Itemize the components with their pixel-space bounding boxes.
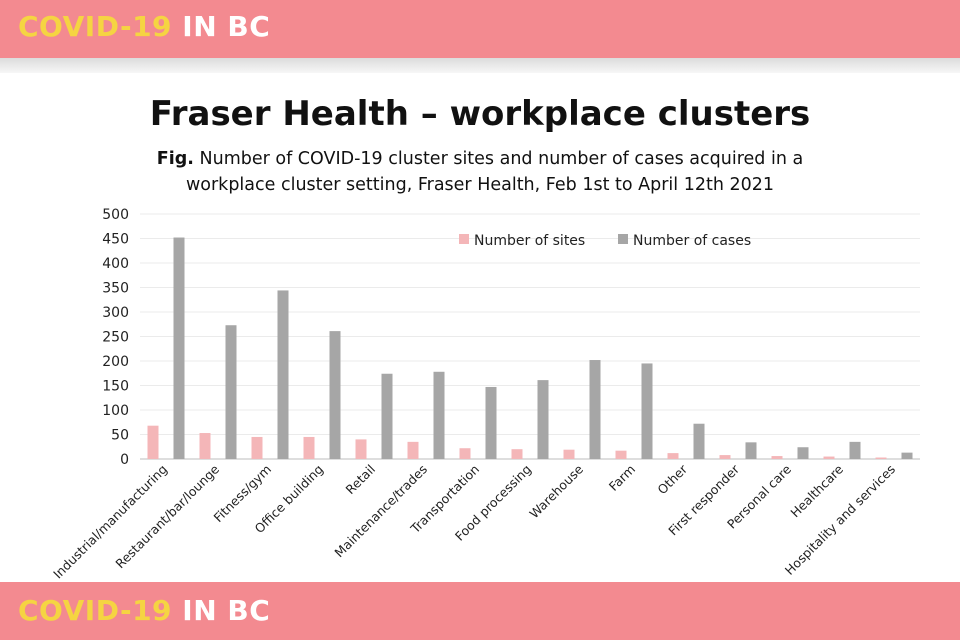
subtitle-text: Number of COVID-19 cluster sites and num…: [185, 149, 804, 195]
bar-cases: [277, 290, 289, 459]
x-tick-label: Maintenance/trades: [331, 462, 430, 561]
bar-cases: [433, 371, 445, 459]
x-tick-label: Restaurant/bar/lounge: [112, 461, 222, 571]
bar-cases: [589, 360, 601, 459]
brand-logo: COVID-19 IN BC: [18, 10, 271, 43]
y-tick-label: 350: [102, 281, 129, 297]
bar-sites: [563, 449, 575, 459]
y-tick-label: 400: [102, 256, 129, 272]
bar-sites: [823, 456, 835, 459]
y-tick-label: 250: [102, 330, 129, 346]
y-tick-label: 200: [102, 354, 129, 370]
bar-sites: [459, 448, 471, 459]
legend-swatch: [618, 234, 628, 244]
bar-cases: [693, 423, 705, 459]
bar-sites: [875, 457, 887, 459]
legend-label: Number of cases: [633, 233, 751, 249]
bar-cases: [797, 447, 809, 459]
bar-sites: [303, 436, 315, 459]
bar-cases: [641, 363, 653, 459]
bar-cases: [225, 325, 237, 459]
x-tick-label: Warehouse: [526, 461, 586, 521]
banner-shadow: [0, 58, 960, 73]
bar-sites: [511, 449, 523, 459]
y-tick-label: 150: [102, 379, 129, 395]
bar-sites: [407, 441, 419, 459]
y-tick-label: 50: [111, 428, 129, 444]
bar-cases: [745, 442, 757, 459]
bar-sites: [147, 425, 159, 459]
x-tick-label: Hospitality and services: [782, 462, 898, 578]
brand-logo-footer: COVID-19 IN BC: [18, 594, 271, 627]
bar-cases: [173, 237, 185, 459]
bar-cases: [485, 386, 497, 459]
bar-sites: [199, 433, 211, 459]
x-tick-label: Retail: [343, 462, 379, 498]
bottom-banner: COVID-19 IN BC: [0, 582, 960, 640]
x-tick-label: Other: [654, 461, 690, 497]
legend-label: Number of sites: [474, 233, 585, 249]
bar-cases: [329, 331, 341, 459]
bar-sites: [771, 456, 783, 459]
page-title: Fraser Health – workplace clusters: [149, 94, 811, 134]
bar-sites: [355, 439, 367, 459]
y-tick-label: 0: [120, 452, 129, 468]
top-banner: COVID-19 IN BC: [0, 0, 960, 58]
legend-swatch: [459, 234, 469, 244]
chart-subtitle: Fig. Number of COVID-19 cluster sites an…: [120, 146, 840, 198]
y-tick-label: 450: [102, 232, 129, 248]
bar-cases: [537, 380, 549, 459]
bar-cases: [849, 441, 861, 459]
bar-cases: [901, 452, 913, 459]
fig-label: Fig.: [156, 149, 194, 169]
y-tick-label: 100: [102, 403, 129, 419]
y-tick-label: 300: [102, 305, 129, 321]
bar-sites: [719, 455, 731, 459]
bar-sites: [251, 436, 263, 459]
bar-cases: [381, 373, 393, 459]
bar-sites: [667, 453, 679, 459]
x-tick-label: Farm: [606, 462, 638, 494]
y-tick-label: 500: [102, 207, 129, 223]
bar-sites: [615, 450, 627, 459]
